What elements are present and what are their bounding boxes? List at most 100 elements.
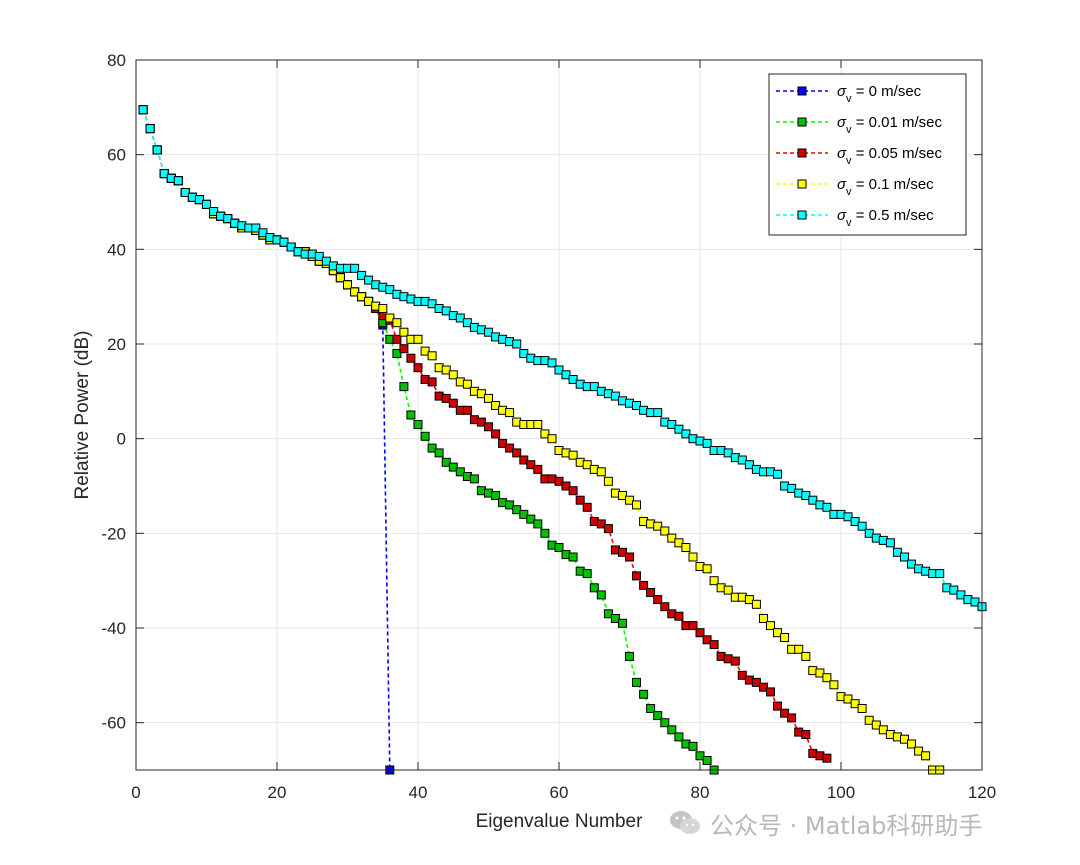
data-point	[914, 746, 924, 756]
data-point	[850, 517, 860, 526]
data-point	[420, 346, 430, 356]
data-point	[441, 457, 451, 467]
legend-item: σv = 0 m/sec	[776, 83, 922, 105]
legend-symbol: σ	[837, 207, 847, 224]
data-point	[335, 273, 345, 283]
legend-marker	[797, 148, 807, 158]
data-point	[392, 334, 402, 344]
wechat-icon	[670, 811, 700, 834]
x-axis-label: Eigenvalue Number	[476, 811, 644, 832]
data-point	[145, 124, 155, 134]
data-point	[350, 287, 360, 297]
data-point	[448, 462, 458, 472]
data-point	[491, 429, 501, 439]
data-point	[152, 145, 162, 155]
data-point	[702, 438, 712, 448]
data-point	[406, 410, 416, 420]
data-point	[469, 474, 479, 484]
legend-label: σv = 0.1 m/sec	[837, 176, 934, 198]
data-point	[498, 438, 508, 448]
data-point	[667, 533, 677, 543]
legend-item: σv = 0.5 m/sec	[776, 207, 934, 229]
data-point	[202, 199, 211, 209]
data-point	[455, 313, 465, 323]
data-point	[462, 405, 472, 415]
legend-value: = 0.1 m/sec	[852, 176, 935, 193]
data-point	[561, 370, 571, 380]
data-point	[533, 464, 543, 474]
data-point	[357, 292, 367, 302]
data-point	[505, 500, 515, 510]
data-point	[526, 514, 536, 524]
data-point	[864, 528, 874, 538]
data-point	[737, 670, 747, 680]
data-point	[159, 169, 169, 179]
data-point	[653, 521, 663, 531]
data-point	[822, 753, 832, 763]
data-point	[632, 401, 641, 410]
data-point	[709, 576, 719, 586]
data-point	[801, 651, 811, 661]
legend-item: σv = 0.01 m/sec	[776, 114, 943, 136]
data-point	[787, 483, 797, 493]
data-point	[568, 375, 578, 384]
data-point	[815, 668, 825, 678]
data-point	[822, 502, 832, 512]
data-point	[632, 500, 641, 510]
data-point	[709, 640, 719, 650]
data-point	[251, 223, 261, 233]
y-tick-label: -40	[101, 619, 126, 638]
data-point	[364, 296, 374, 306]
data-point	[892, 547, 902, 557]
legend-value: = 0.05 m/sec	[852, 145, 943, 162]
x-tick-label: 0	[131, 783, 140, 802]
data-point	[885, 538, 895, 548]
data-point	[744, 460, 754, 470]
data-point	[279, 237, 289, 247]
data-point	[364, 275, 374, 285]
data-point	[681, 543, 691, 552]
legend-item: σv = 0.05 m/sec	[776, 145, 943, 167]
series-4	[138, 105, 987, 612]
data-point	[378, 304, 388, 313]
y-tick-label: 20	[107, 335, 126, 354]
data-point	[751, 677, 761, 687]
data-point	[596, 467, 606, 477]
data-point	[406, 353, 416, 363]
data-point	[399, 327, 409, 337]
legend-marker	[797, 179, 807, 189]
data-point	[540, 528, 550, 538]
data-point	[392, 349, 402, 358]
data-point	[413, 363, 423, 373]
data-point	[780, 633, 790, 642]
data-point	[350, 263, 360, 273]
data-point	[491, 401, 501, 410]
data-point	[582, 460, 592, 470]
data-point	[625, 552, 634, 562]
legend-value: = 0.5 m/sec	[852, 207, 935, 224]
data-point	[448, 370, 458, 380]
data-point	[392, 318, 402, 328]
data-point	[646, 704, 656, 713]
data-point	[653, 595, 663, 605]
data-point	[900, 552, 909, 562]
data-point	[751, 599, 761, 609]
data-point	[759, 682, 768, 692]
data-point	[526, 460, 536, 470]
data-point	[625, 651, 634, 661]
data-point	[554, 543, 564, 552]
data-point	[427, 351, 437, 361]
data-point	[434, 448, 444, 458]
legend-symbol: σ	[837, 83, 847, 100]
data-point	[484, 327, 493, 337]
data-point	[484, 422, 493, 432]
data-point	[688, 552, 698, 562]
data-point	[907, 559, 916, 569]
data-point	[505, 443, 515, 453]
data-point	[864, 715, 874, 725]
data-point	[702, 756, 712, 765]
data-point	[935, 569, 945, 579]
data-point	[413, 420, 423, 429]
data-point	[554, 476, 564, 486]
y-tick-label: 60	[107, 146, 126, 165]
